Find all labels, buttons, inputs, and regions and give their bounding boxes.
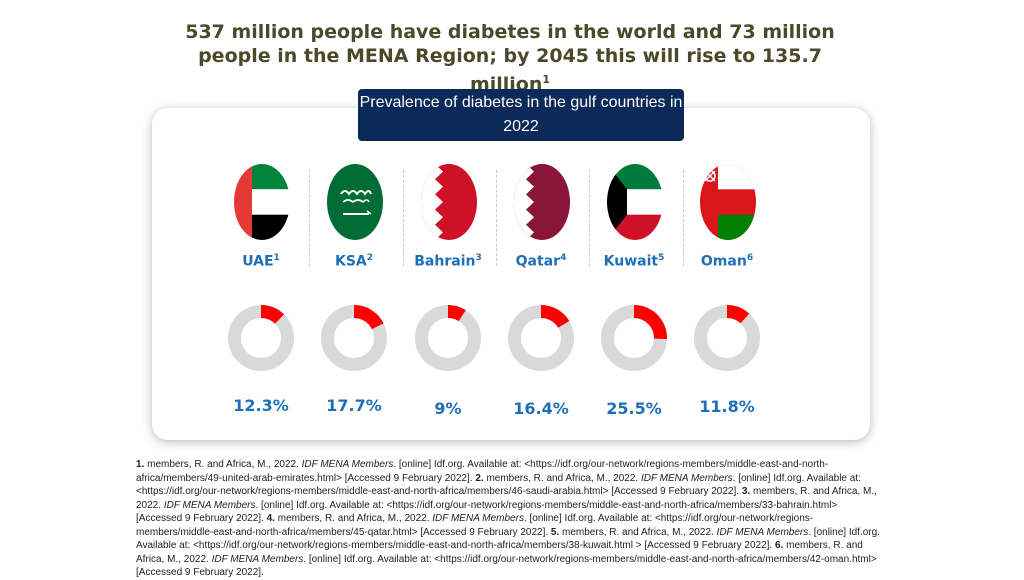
kuwait-flag-icon — [607, 164, 663, 240]
country-column-bahrain: Bahrain3 9% — [402, 108, 494, 440]
donut-segment — [634, 305, 667, 340]
page-headline: 537 million people have diabetes in the … — [170, 20, 850, 96]
ref-number: 6. — [775, 540, 784, 551]
donut-track — [415, 305, 481, 371]
donut-segment — [541, 305, 570, 328]
prevalence-donut — [693, 304, 761, 372]
prevalence-card — [152, 108, 870, 440]
donut-segment — [727, 305, 750, 324]
uae-flag-icon — [234, 164, 290, 240]
prevalence-value: 25.5% — [606, 399, 662, 418]
bahrain-flag-icon — [421, 164, 477, 240]
headline-footnote-marker: 1 — [542, 73, 551, 86]
column-divider — [309, 170, 310, 266]
country-column-uae: UAE1 12.3% — [215, 108, 307, 440]
country-label: Bahrain3 — [414, 253, 482, 270]
donut-segment — [354, 305, 384, 330]
country-column-ksa: KSA2 17.7% — [308, 108, 400, 440]
prevalence-value: 12.3% — [233, 396, 289, 415]
country-column-kuwait: Kuwait5 25.5% — [588, 108, 680, 440]
country-label: Kuwait5 — [603, 253, 665, 270]
donut-segment — [448, 305, 466, 322]
oman-flag-icon — [700, 164, 756, 240]
prevalence-donut — [227, 304, 295, 372]
ref-number: 3. — [741, 486, 751, 497]
donut-segment — [261, 305, 285, 324]
qatar-flag-icon — [514, 164, 570, 240]
prevalence-donut — [320, 304, 388, 372]
country-column-qatar: Qatar4 16.4% — [495, 108, 587, 440]
ref-number: 2. — [475, 472, 484, 484]
prevalence-value: 11.8% — [699, 397, 755, 416]
country-label: Oman6 — [700, 253, 754, 270]
ref-number: 1. — [136, 459, 145, 470]
ref-number: 5. — [550, 526, 560, 538]
prevalence-value: 9% — [434, 399, 462, 418]
prevalence-value: 17.7% — [326, 396, 382, 415]
card-title-banner: Prevalence of diabetes in the gulf count… — [358, 89, 684, 141]
references: 1. members, R. and Africa, M., 2022. IDF… — [136, 459, 880, 578]
prevalence-donut — [414, 304, 482, 372]
donut-track — [694, 305, 760, 371]
prevalence-value: 16.4% — [513, 399, 569, 418]
card-title: Prevalence of diabetes in the gulf count… — [359, 94, 683, 135]
country-label: KSA2 — [334, 253, 374, 270]
prevalence-donut — [507, 304, 575, 372]
country-label: Qatar4 — [515, 253, 567, 270]
prevalence-donut — [600, 304, 668, 372]
donut-track — [228, 305, 294, 371]
ref-number: 4. — [266, 513, 275, 524]
column-divider — [496, 170, 497, 266]
country-column-oman: Oman6 11.8% — [681, 108, 773, 440]
column-divider — [683, 170, 684, 266]
saudi-flag-icon — [327, 164, 383, 240]
country-label: UAE1 — [242, 253, 280, 270]
headline-text: 537 million people have diabetes in the … — [185, 21, 835, 96]
column-divider — [589, 170, 590, 266]
column-divider — [403, 170, 404, 266]
